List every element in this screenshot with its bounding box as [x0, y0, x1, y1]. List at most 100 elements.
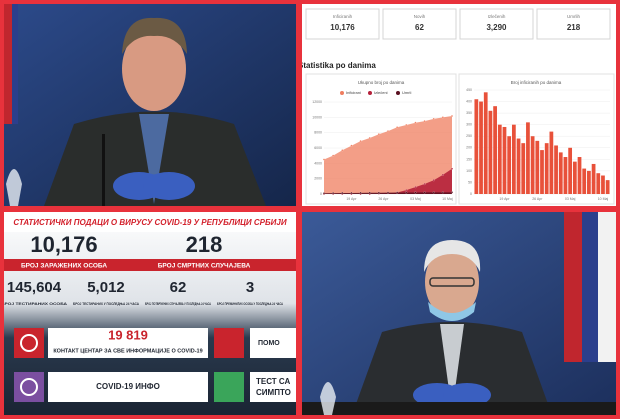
- bar: [582, 168, 587, 194]
- series-point: [396, 191, 399, 194]
- head: [425, 246, 479, 318]
- photo-scene: [302, 212, 616, 415]
- dashboard: Inficiranih 10,176 Novih 62 Izlečenih 3,290 Um…: [302, 4, 616, 206]
- legend-label: Inficirani: [346, 90, 361, 95]
- y-tick-label: 200: [466, 146, 472, 150]
- series-point: [405, 123, 408, 126]
- x-tick-label: 26 Apr: [378, 197, 389, 201]
- stat-card: [536, 8, 611, 40]
- y-tick-label: 0: [470, 192, 472, 196]
- gloves: [143, 172, 195, 200]
- bar: [554, 145, 558, 194]
- test-box: [250, 372, 296, 402]
- y-tick-label: 50: [468, 180, 472, 184]
- card-value: 3,290: [486, 23, 507, 32]
- x-tick-label: 10 Maj: [442, 197, 453, 201]
- stat-card: [305, 8, 380, 40]
- photo-scene: [4, 4, 296, 206]
- shirt: [139, 114, 169, 204]
- y-tick-label: 100: [466, 169, 472, 173]
- header-band: [4, 212, 296, 232]
- hotline-number: 19 819: [108, 327, 148, 342]
- bar: [563, 157, 568, 194]
- y-tick-label: 0: [320, 192, 322, 196]
- series-point: [441, 116, 444, 119]
- secondary-label: БРОЈ ТЕСТИРАНИХ ОСОБА: [4, 302, 68, 306]
- gloves: [443, 383, 491, 407]
- bar: [568, 147, 573, 194]
- bar: [540, 150, 544, 194]
- test-icon: [214, 372, 244, 402]
- viber-icon: [14, 372, 44, 402]
- stat-card: [459, 8, 534, 40]
- series-point: [386, 191, 389, 194]
- y-tick-label: 150: [466, 157, 472, 161]
- hotline-box: [48, 328, 208, 358]
- series-area: [324, 168, 452, 194]
- bar: [530, 136, 535, 194]
- series-point: [323, 192, 326, 195]
- legend-swatch: [340, 91, 344, 95]
- bar: [488, 110, 493, 194]
- section-title: Statistika po danima: [302, 61, 376, 70]
- y-tick-label: 10000: [312, 115, 322, 119]
- secondary-value: 145,604: [7, 279, 62, 296]
- flag: [564, 212, 582, 362]
- y-tick-label: 250: [466, 134, 472, 138]
- photo: [302, 212, 616, 415]
- y-tick-label: 6000: [314, 146, 322, 150]
- flag: [12, 4, 18, 124]
- infographic: СТАТИСТИЧКИ ПОДАЦИ О ВИРУСУ COVID-19 У Р…: [4, 212, 296, 415]
- series-point: [332, 192, 335, 195]
- series-point: [414, 186, 417, 189]
- stat-card: [382, 8, 457, 40]
- y-tick-label: 12000: [312, 100, 322, 104]
- bar: [587, 170, 591, 194]
- chart-title: Ukupno broj po danima: [358, 80, 405, 85]
- card-label: Umrlih: [567, 14, 580, 19]
- series-point: [386, 130, 389, 133]
- hair: [424, 240, 481, 272]
- flag: [582, 212, 598, 362]
- phone-glyph: [20, 334, 38, 352]
- infographic-view: СТАТИСТИЧКИ ПОДАЦИ О ВИРУСУ COVID-19 У Р…: [4, 212, 296, 415]
- head: [122, 27, 186, 111]
- series-point: [368, 191, 371, 194]
- bar: [474, 99, 479, 194]
- label-band: [4, 259, 296, 271]
- viber-glyph: [20, 378, 38, 396]
- y-tick-label: 2000: [314, 177, 322, 181]
- bar: [483, 92, 488, 194]
- bar: [558, 152, 563, 194]
- bar: [493, 106, 497, 194]
- secondary-value: 62: [170, 279, 187, 296]
- bar: [544, 143, 549, 194]
- test-text: ТЕСТ СА: [256, 377, 290, 386]
- mask: [428, 302, 476, 321]
- card-value: 62: [415, 23, 424, 32]
- series-point: [377, 133, 380, 136]
- secondary-label: БРОЈ ТЕСТИРАНИХ У ПОСЛЕДЊА 24 ЧАСА: [73, 302, 139, 306]
- bar: [535, 140, 540, 194]
- main-value: 218: [186, 232, 223, 257]
- series-point: [441, 173, 444, 176]
- y-tick-label: 350: [466, 111, 472, 115]
- series-point: [377, 191, 380, 194]
- series-point: [368, 137, 371, 140]
- series-point: [451, 167, 454, 170]
- bar: [605, 180, 610, 194]
- legend-label: Izlečeni: [374, 90, 388, 95]
- series-point: [451, 114, 454, 117]
- help-box: [250, 328, 296, 358]
- bar: [511, 124, 516, 194]
- viber-text: COVID-19 ИНФО: [96, 382, 160, 391]
- series-point: [432, 191, 435, 194]
- legend-swatch: [396, 91, 400, 95]
- legend-label: Umrli: [402, 90, 411, 95]
- y-tick-label: 8000: [314, 131, 322, 135]
- test-text: СИМПТО: [256, 388, 291, 397]
- bar: [549, 131, 554, 194]
- series-point: [414, 121, 417, 124]
- dashboard-view: Inficiranih 10,176 Novih 62 Izlečenih 3,290 Um…: [302, 8, 615, 205]
